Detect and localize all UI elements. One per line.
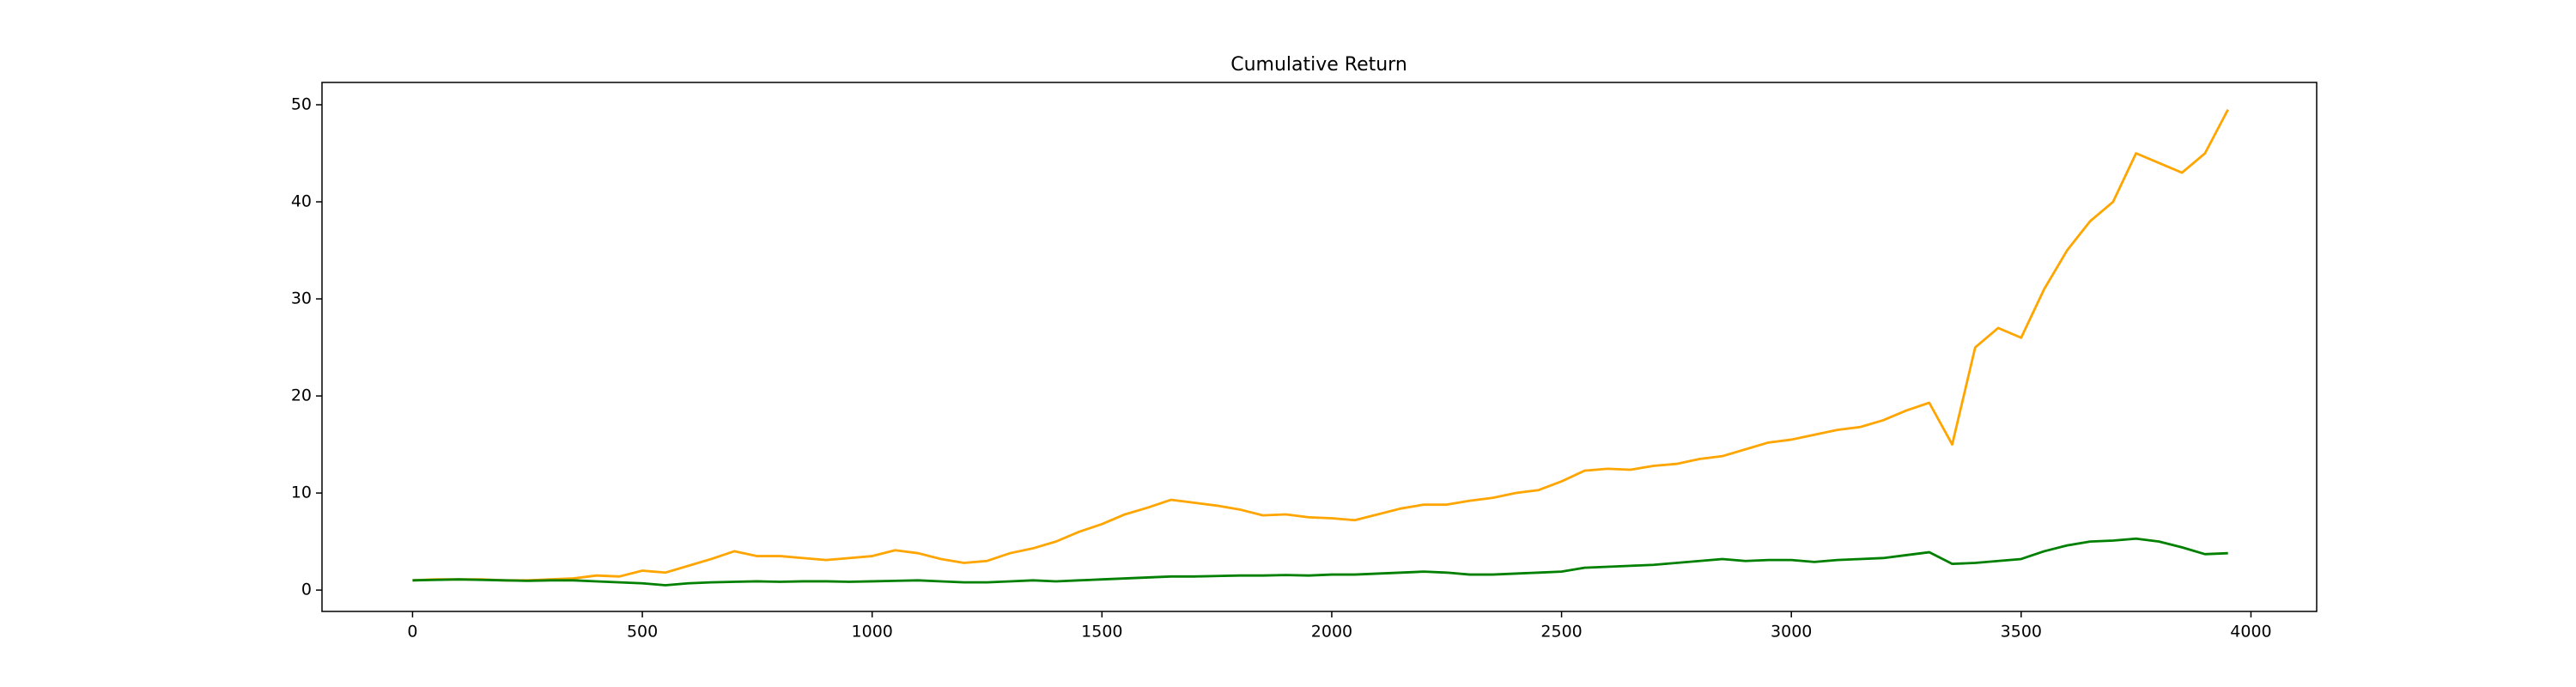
x-tick-label: 500 <box>627 623 658 641</box>
y-tick-label: 20 <box>291 386 312 405</box>
x-tick-label: 2000 <box>1311 623 1352 641</box>
x-tick-label: 1500 <box>1081 623 1122 641</box>
y-tick-label: 30 <box>291 289 312 308</box>
y-tick-label: 10 <box>291 483 312 502</box>
y-tick-label: 50 <box>291 94 312 113</box>
x-tick-label: 0 <box>407 623 417 641</box>
x-tick-label: 4000 <box>2230 623 2271 641</box>
series-line <box>412 537 2228 587</box>
chart-title: Cumulative Return <box>1230 54 1407 76</box>
y-tick-label: 0 <box>301 581 312 599</box>
x-tick-label: 1000 <box>852 623 893 641</box>
x-tick-label: 3000 <box>1771 623 1812 641</box>
series-line <box>412 108 2229 582</box>
x-tick-label: 3500 <box>2001 623 2042 641</box>
plot-frame <box>321 82 2318 612</box>
y-tick-label: 40 <box>291 192 312 211</box>
x-tick-label: 2500 <box>1540 623 1582 641</box>
